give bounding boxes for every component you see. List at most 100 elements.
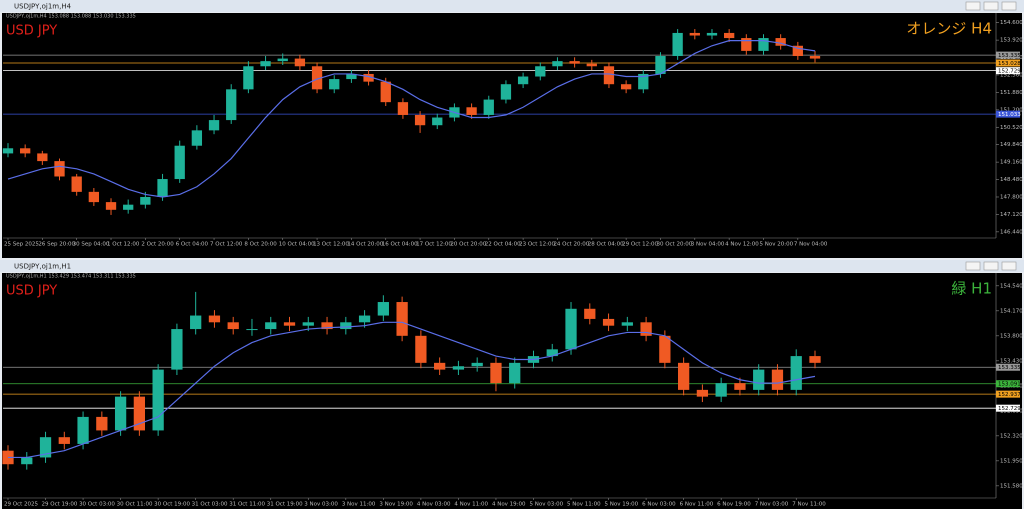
candle-body	[208, 315, 221, 323]
candle-body	[517, 76, 529, 85]
plot-area	[2, 13, 1022, 258]
candle-body	[380, 81, 391, 103]
x-tick-label: 3 Nov 11:00	[342, 502, 376, 508]
y-tick-label: 153.920	[1000, 38, 1023, 44]
candle-body	[500, 84, 512, 100]
candle-body	[775, 38, 786, 46]
candle-body	[171, 329, 183, 370]
candle-body	[88, 191, 100, 203]
title-bar	[0, 260, 1024, 272]
candle-body	[302, 322, 314, 326]
x-tick-label: 26 Sep 20:00	[38, 242, 75, 248]
x-tick-label: 3 Nov 19:00	[379, 502, 413, 508]
x-tick-label: 13 Oct 12:00	[313, 242, 349, 248]
candle-body	[226, 89, 237, 121]
y-tick-label: 153.430	[1000, 358, 1023, 364]
price-tag-label: 151.033	[998, 112, 1021, 118]
maximize-button[interactable]	[983, 1, 999, 11]
x-tick-label: 7 Nov 03:00	[755, 502, 789, 508]
x-tick-label: 30 Oct 20:00	[656, 242, 692, 248]
x-tick-label: 5 Nov 11:00	[567, 502, 601, 508]
candle-body	[640, 322, 652, 336]
candle-body	[54, 161, 65, 177]
candle-body	[509, 362, 521, 384]
close-button[interactable]	[1001, 261, 1017, 271]
x-tick-label: 3 Nov 03:00	[304, 502, 338, 508]
x-tick-label: 25 Sep 2025	[4, 242, 39, 248]
window-title: USDJPY,oj1m,H4	[14, 3, 72, 11]
title-bar	[0, 0, 1024, 12]
candle-body	[71, 176, 82, 192]
x-tick-label: 7 Oct 12:00	[210, 242, 243, 248]
price-tag	[996, 110, 1020, 118]
candle-body	[140, 196, 151, 205]
price-tag-label: 152.729	[998, 68, 1021, 74]
x-tick-label: 14 Oct 20:00	[347, 242, 383, 248]
candle-body	[677, 362, 690, 390]
x-tick-label: 24 Oct 20:00	[553, 242, 589, 248]
candle-body	[809, 56, 821, 59]
candle-body	[432, 117, 443, 126]
x-tick-label: 6 Nov 11:00	[680, 502, 714, 508]
x-tick-label: 6 Oct 04:00	[176, 242, 209, 248]
chart-title: USD JPY	[6, 24, 57, 39]
candle-body	[790, 356, 802, 390]
candle-body	[672, 32, 683, 57]
candle-body	[321, 322, 333, 330]
x-tick-label: 5 Nov 19:00	[605, 502, 639, 508]
candle-body	[260, 61, 271, 67]
maximize-button[interactable]	[983, 261, 999, 271]
y-tick-label: 152.320	[1000, 433, 1023, 439]
candle-body	[655, 56, 666, 74]
candle-body	[377, 302, 389, 316]
plot-area	[2, 273, 1022, 509]
price-tag	[996, 390, 1020, 398]
chart-subtitle: オレンジ H4	[906, 20, 992, 38]
candle-body	[397, 102, 409, 115]
candle-body	[311, 66, 323, 90]
price-tag	[996, 404, 1020, 412]
x-tick-label: 4 Nov 11:00	[454, 502, 488, 508]
minimize-button[interactable]	[965, 1, 981, 11]
x-tick-label: 23 Oct 12:00	[519, 242, 555, 248]
candle-body	[771, 369, 784, 390]
candle-body	[243, 66, 254, 90]
candle-body	[340, 322, 352, 330]
candle-body	[565, 308, 577, 350]
candle-body	[758, 38, 769, 51]
candle-body	[620, 84, 632, 90]
candle-body	[483, 99, 494, 115]
candle-body	[659, 335, 671, 363]
candle-body	[363, 73, 374, 82]
candle-body	[133, 396, 146, 431]
candle-body	[190, 315, 202, 330]
chart-header: USDJPY,oj1m,H1 153.429 153.474 153.311 1…	[6, 274, 136, 280]
close-button[interactable]	[1001, 1, 1017, 11]
y-tick-label: 150.520	[1000, 125, 1023, 131]
candle-body	[105, 202, 117, 210]
candle-body	[696, 389, 709, 397]
candle-body	[723, 32, 735, 39]
candle-body	[466, 107, 477, 115]
candle-body	[294, 58, 306, 67]
price-tag-label: 153.091	[998, 382, 1021, 388]
candle-body	[415, 335, 427, 363]
x-tick-label: 31 Oct 03:00	[192, 502, 228, 508]
y-tick-label: 153.800	[1000, 333, 1023, 339]
x-tick-label: 17 Oct 12:00	[416, 242, 452, 248]
price-tag	[996, 363, 1020, 371]
candle-body	[734, 383, 746, 390]
y-tick-label: 154.540	[1000, 283, 1023, 289]
candle-body	[96, 416, 108, 431]
candle-body	[546, 349, 558, 357]
candle-body	[265, 322, 277, 330]
x-tick-label: 30 Oct 19:00	[154, 502, 190, 508]
candle-body	[21, 457, 33, 465]
candle-body	[552, 61, 563, 67]
chart-title: USD JPY	[6, 284, 57, 299]
candle-body	[152, 369, 164, 431]
y-tick-label: 151.580	[1000, 483, 1023, 489]
y-tick-label: 149.840	[1000, 142, 1023, 148]
minimize-button[interactable]	[965, 261, 981, 271]
